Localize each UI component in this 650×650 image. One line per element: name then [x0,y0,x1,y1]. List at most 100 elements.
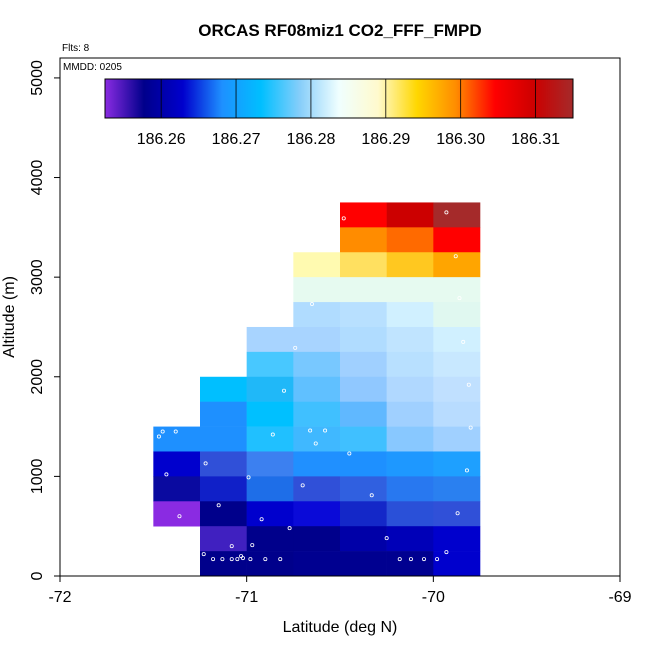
heatmap-cell [386,376,434,402]
sample-point [177,514,182,519]
heatmap-cell [293,376,341,402]
heatmap-cell [246,476,294,502]
colorbar [104,78,574,119]
colorbar-tick-label: 186.26 [137,131,186,148]
sample-point [164,472,169,477]
heatmap-cell [246,351,294,378]
heatmap-cell [433,202,481,228]
chart-title: ORCAS RF08miz1 CO2_FFF_FMPD [198,21,481,40]
heatmap-cell [246,501,294,527]
sample-point [287,526,292,531]
sample-point [160,429,165,434]
mmdd-label: MMDD: 0205 [63,62,122,73]
sample-point [397,557,402,562]
x-tick-label: -71 [235,589,258,606]
heatmap-cell [386,501,434,527]
heatmap-cell [433,326,481,353]
heatmap-cell [246,326,294,353]
heatmap-cell [246,526,294,552]
heatmap-cell [340,351,387,378]
heatmap-cell [386,326,434,353]
heatmap-cell [293,252,341,278]
heatmap-cell [386,252,434,278]
flts-label: Flts: 8 [62,43,90,54]
sample-point [270,432,275,437]
sample-point [341,216,346,221]
sample-point [435,557,440,562]
sample-point [203,461,208,466]
heatmap-cell [340,501,387,527]
sample-point [220,557,225,562]
x-axis-label: Latitude (deg N) [283,619,398,636]
heatmap-cell [433,526,481,552]
colorbar-gradient [104,78,574,119]
heatmap-cell [340,302,387,328]
heatmap-cell [293,302,341,328]
heatmap-cell [386,526,434,552]
sample-point [323,428,328,433]
colorbar-tick-label: 186.30 [436,131,485,148]
heatmap-cell [340,227,387,253]
heatmap-cell [386,227,434,253]
heatmap-cell [340,526,387,552]
sample-point [229,557,234,562]
heatmap-cell [433,551,481,577]
heatmap-cell [200,376,247,402]
sample-point [278,557,283,562]
heatmap-cell [433,277,481,303]
heatmap-cell [246,451,294,477]
sample-point [308,428,313,433]
sample-point [246,475,251,480]
y-tick-label: 1000 [29,458,46,494]
heatmap-cell [340,401,387,427]
heatmap-cell [153,451,201,477]
heatmap-cell [433,501,481,527]
heatmap-cell [246,426,294,452]
heatmap-cell [340,376,387,402]
sample-point [309,302,314,307]
sample-point [211,557,216,562]
sample-point [248,557,253,562]
heatmap-cell [153,476,201,502]
heatmap-cell [293,326,341,353]
heatmap-cell [340,252,387,278]
heatmap-cell [340,551,387,577]
heatmap-cell [293,451,341,477]
x-axis: -72 -71 -70 -69 [48,576,632,606]
heatmap-cell [386,451,434,477]
heatmap-cell [200,426,247,452]
sample-point [300,483,305,488]
heatmap-cell [386,277,434,303]
heatmap-cell [433,302,481,328]
heatmap-cell [386,426,434,452]
heatmap-cell [293,476,341,502]
heatmap-cell [433,476,481,502]
heatmap-cell [386,401,434,427]
sample-point [263,557,268,562]
heatmap-cell [293,351,341,378]
colorbar-ticks: 186.26 186.27 186.28 186.29 186.30 186.31 [137,79,560,148]
heatmap-cell [293,426,341,452]
heatmap-cell [433,351,481,378]
heatmap-cell [293,277,341,303]
sample-point [240,556,245,561]
y-tick-label: 2000 [29,359,46,395]
sample-point [259,517,264,522]
heatmap-cell [340,326,387,353]
sample-point [468,425,473,430]
heatmap-cell [340,277,387,303]
sample-point [229,544,234,549]
heatmap-cell [340,202,387,228]
sample-point [156,434,161,439]
heatmap-cell [200,526,247,552]
plot-frame [59,57,621,577]
heatmap-cell [246,401,294,427]
heatmap-cell [340,476,387,502]
heatmap-cell [386,302,434,328]
x-tick-label: -72 [48,589,71,606]
colorbar-tick-label: 186.31 [511,131,560,148]
heatmap-cells [153,202,481,577]
y-tick-label: 3000 [29,259,46,295]
heatmap-cell [200,401,247,427]
heatmap-cell [386,202,434,228]
